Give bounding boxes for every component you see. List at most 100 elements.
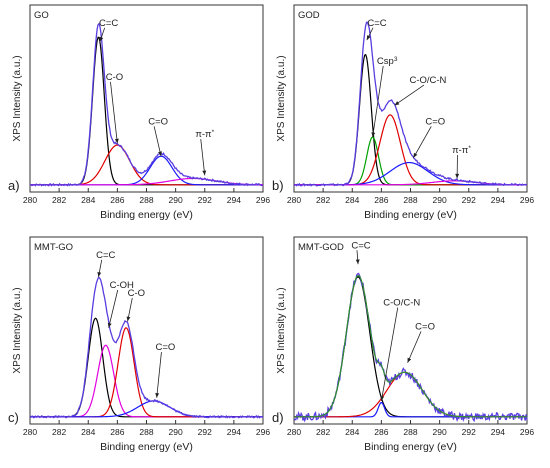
x-tick-label: 282 (316, 195, 330, 205)
annotation-label: π-π* (195, 129, 214, 141)
x-tick-label: 286 (110, 195, 124, 205)
annotation-arrowhead (107, 322, 112, 328)
plot-frame (29, 236, 264, 425)
annotation-arrowhead (355, 259, 360, 265)
y-axis-label: XPS Intensity (a.u.) (12, 55, 23, 141)
annotation-arrow (153, 126, 162, 157)
x-tick-label: 292 (462, 427, 476, 437)
annotation-label: C-O/C-N (383, 298, 420, 309)
x-tick-label: 286 (374, 427, 388, 437)
panel-tag: MMT-GO (34, 242, 73, 253)
x-tick-label: 282 (316, 427, 330, 437)
annotation-arrowhead (371, 132, 376, 138)
annotation-label: C=O (156, 342, 176, 353)
peak-csp3 (294, 136, 527, 186)
x-tick-label: 296 (520, 427, 534, 437)
annotation-arrow (407, 331, 422, 363)
x-tick-label: 294 (491, 195, 505, 205)
annotation-label: C=C (351, 240, 370, 251)
x-tick-label: 280 (23, 195, 37, 205)
x-tick-label: 282 (52, 195, 66, 205)
x-tick-label: 294 (227, 427, 241, 437)
x-tick-label: 290 (169, 195, 183, 205)
x-axis-label: Binding energy (eV) (364, 209, 457, 221)
annotation-label: C=O (148, 116, 168, 127)
annotation-arrow (110, 81, 118, 144)
panel-letter: b) (272, 178, 284, 193)
x-tick-label: 284 (81, 427, 95, 437)
annotation-arrowhead (155, 392, 160, 398)
y-axis-label: XPS Intensity (a.u.) (12, 287, 23, 373)
experimental-envelope (293, 272, 528, 423)
annotation-label: C=C (99, 18, 118, 29)
x-axis-label: Binding energy (eV) (364, 441, 457, 453)
x-tick-label: 296 (520, 195, 534, 205)
annotation-arrow (413, 126, 432, 158)
peak-co (30, 327, 263, 418)
fit-envelope (294, 275, 527, 418)
peak-cc (30, 36, 263, 186)
panel-2: 280 282 284 286 288 290 292 294 296 Binding energ… (272, 4, 534, 221)
x-tick-label: 288 (139, 195, 153, 205)
x-tick-label: 294 (227, 195, 241, 205)
y-axis-label: XPS Intensity (a.u.) (276, 55, 287, 141)
plot-frame (29, 4, 264, 193)
annotation-arrowhead (413, 152, 418, 158)
panel-3: 280 282 284 286 288 290 292 294 296 Binding energ… (8, 236, 270, 453)
annotation-arrow (380, 307, 399, 401)
x-axis-label: Binding energy (eV) (100, 209, 193, 221)
annotation-arrowhead (394, 101, 400, 106)
peak-cocn (294, 114, 527, 186)
annotation-arrowhead (97, 272, 102, 277)
annotation-arrowhead (202, 170, 207, 176)
x-tick-label: 290 (433, 427, 447, 437)
annotation-label: π-π* (452, 145, 471, 157)
x-tick-label: 286 (110, 427, 124, 437)
annotation-arrowhead (114, 138, 119, 144)
panel-letter: c) (8, 410, 19, 425)
x-axis-label: Binding energy (eV) (100, 441, 193, 453)
plot-frame (293, 4, 528, 193)
y-axis-label: XPS Intensity (a.u.) (276, 287, 287, 373)
panel-4: 280 282 284 286 288 290 292 294 296 Binding energ… (272, 236, 534, 453)
x-tick-label: 284 (81, 195, 95, 205)
panel-tag: GOD (298, 10, 320, 21)
x-tick-label: 290 (433, 195, 447, 205)
annotation-arrow (394, 84, 425, 106)
annotation-arrowhead (158, 151, 162, 157)
x-tick-label: 288 (403, 195, 417, 205)
x-tick-label: 284 (345, 427, 359, 437)
x-tick-label: 294 (491, 427, 505, 437)
peak-co (30, 144, 263, 186)
x-tick-label: 296 (256, 427, 270, 437)
annotation-label: C=O (415, 321, 435, 332)
annotation-arrowhead (380, 396, 385, 401)
experimental-envelope (293, 21, 528, 187)
annotation-arrow (200, 139, 206, 176)
annotation-arrowhead (99, 36, 104, 42)
annotation-arrow (108, 289, 119, 328)
x-tick-label: 286 (374, 195, 388, 205)
annotation-label: C-OH (110, 280, 134, 291)
panel-tag: MMT-GOD (298, 242, 344, 253)
annotation-label: C=C (367, 18, 386, 29)
annotation-arrow (372, 65, 384, 138)
x-tick-label: 292 (462, 195, 476, 205)
panel-tag: GO (34, 10, 49, 21)
x-tick-label: 290 (169, 427, 183, 437)
experimental-envelope (29, 276, 264, 419)
annotation-arrowhead (455, 173, 460, 179)
experimental-envelope (29, 22, 264, 187)
x-tick-label: 282 (52, 427, 66, 437)
annotation-arrowhead (366, 35, 371, 41)
x-tick-label: 280 (287, 427, 301, 437)
x-tick-label: 288 (139, 427, 153, 437)
x-tick-label: 288 (403, 427, 417, 437)
x-tick-label: 292 (198, 427, 212, 437)
x-tick-label: 280 (23, 427, 37, 437)
x-tick-label: 280 (287, 195, 301, 205)
peak-co (30, 400, 263, 418)
panel-letter: d) (272, 410, 284, 425)
annotation-label: C=O (425, 116, 445, 127)
